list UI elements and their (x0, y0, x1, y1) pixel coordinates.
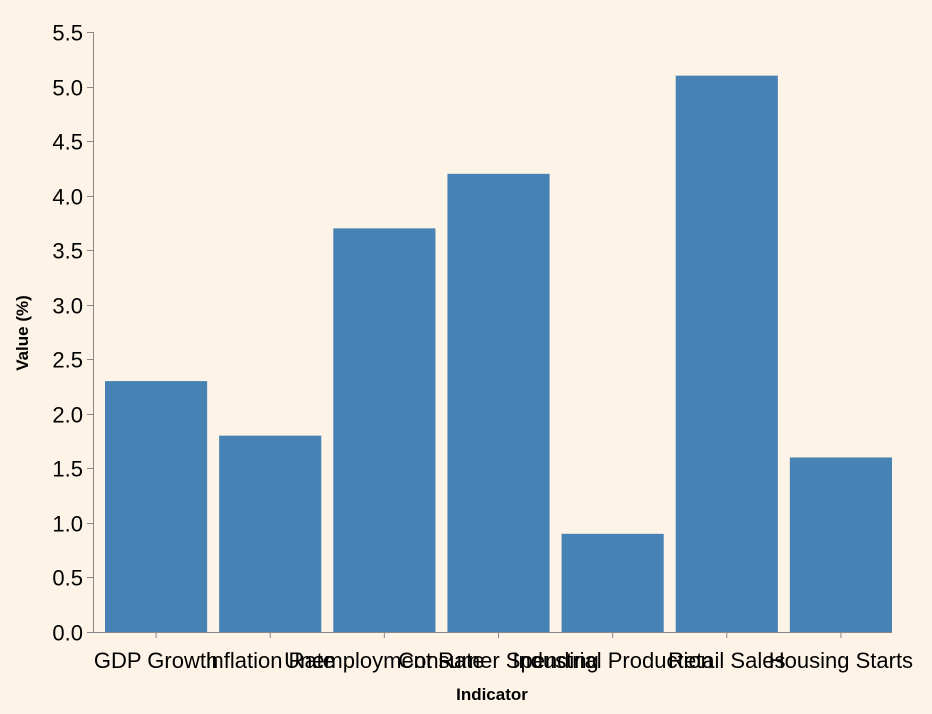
y-tick-label: 1.0 (52, 512, 83, 537)
x-tick-label: Inflation Rate (205, 648, 335, 673)
bars-group (105, 75, 892, 633)
y-tick-label: 1.5 (52, 457, 83, 482)
y-axis: 0.0 0.5 1.0 1.5 2.0 2.5 3.0 3.5 4.0 4.5 5.0 5.5 (52, 21, 94, 646)
bar-1 (219, 435, 322, 632)
y-tick-label: 5.5 (52, 21, 83, 46)
y-tick-label: 0.5 (52, 566, 83, 591)
y-tick-label: 4.5 (52, 130, 83, 155)
x-tick-label: Unemployment Rate (284, 648, 485, 673)
bar-5 (675, 75, 778, 633)
y-axis-title: Value (%) (13, 295, 32, 371)
x-tick-label: Consumer Spending (398, 648, 599, 673)
bar-2 (333, 228, 436, 632)
y-tick-label: 5.0 (52, 76, 83, 101)
x-tick-label: Retail Sales (668, 648, 785, 673)
bar-6 (789, 457, 892, 632)
x-tick-label: Housing Starts (769, 648, 913, 673)
x-tick-label: Industrial Production (512, 648, 713, 673)
bar-3 (447, 173, 550, 632)
y-tick-label: 3.5 (52, 239, 83, 264)
bar-4 (561, 533, 664, 632)
y-tick-label: 2.0 (52, 403, 83, 428)
x-axis-title: Indicator (456, 685, 528, 704)
x-tick-label: GDP Growth (94, 648, 218, 673)
y-tick-label: 4.0 (52, 185, 83, 210)
y-tick-label: 3.0 (52, 294, 83, 319)
y-tick-label: 2.5 (52, 348, 83, 373)
bar-0 (105, 381, 208, 632)
y-tick-label: 0.0 (52, 621, 83, 646)
